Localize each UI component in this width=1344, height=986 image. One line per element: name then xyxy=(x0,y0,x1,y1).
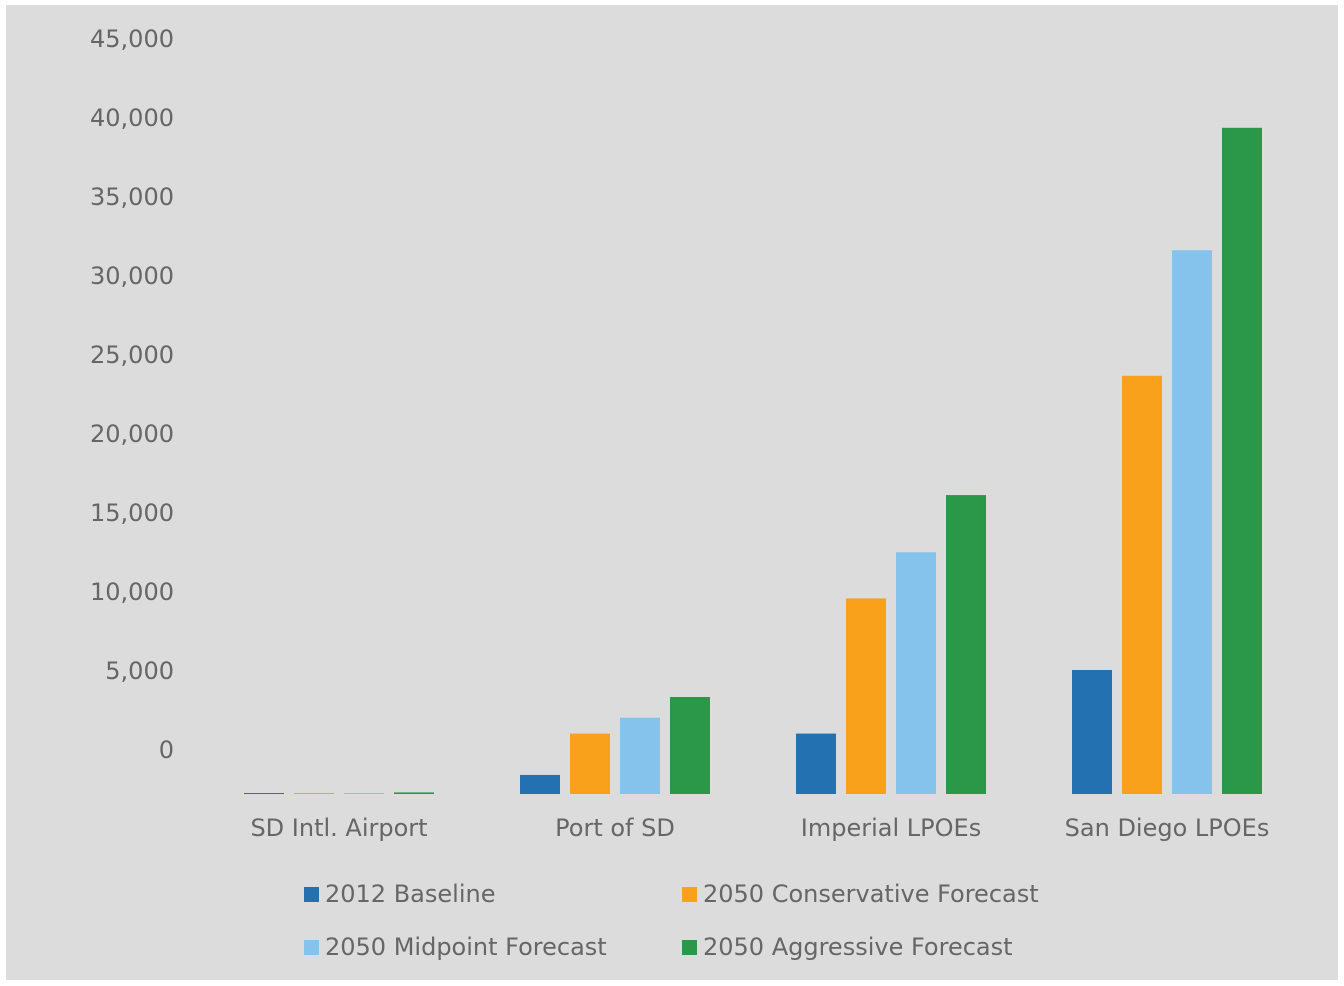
y-tick-label: 10,000 xyxy=(90,578,174,606)
y-tick-label: 15,000 xyxy=(90,499,174,527)
legend-swatch xyxy=(682,887,697,902)
bar xyxy=(846,598,886,794)
bar xyxy=(946,495,986,794)
legend-label: 2012 Baseline xyxy=(325,880,495,908)
legend-label: 2050 Midpoint Forecast xyxy=(325,933,607,961)
y-tick-label: 35,000 xyxy=(90,183,174,211)
bars xyxy=(244,127,1262,795)
bar xyxy=(394,792,434,794)
category-label: Imperial LPOEs xyxy=(801,814,981,842)
chart-panel: 45,000 40,000 35,000 30,000 25,000 20,000 15,0… xyxy=(6,5,1338,980)
y-tick-label: 20,000 xyxy=(90,420,174,448)
y-tick-label: 25,000 xyxy=(90,341,174,369)
bar xyxy=(244,793,284,794)
bar xyxy=(896,552,936,794)
bar-chart: 45,000 40,000 35,000 30,000 25,000 20,000 15,0… xyxy=(90,25,1269,961)
legend-swatch xyxy=(682,940,697,955)
bar xyxy=(344,793,384,794)
bar xyxy=(520,774,560,794)
bar xyxy=(294,793,334,794)
bar xyxy=(796,733,836,794)
category-label: SD Intl. Airport xyxy=(250,814,427,842)
category-labels: SD Intl. Airport Port of SD Imperial LPOEs… xyxy=(250,814,1269,842)
category-label: Port of SD xyxy=(555,814,675,842)
y-tick-label: 5,000 xyxy=(105,657,174,685)
legend-swatch xyxy=(304,940,319,955)
y-axis-ticks: 45,000 40,000 35,000 30,000 25,000 20,000 15,0… xyxy=(90,25,174,764)
y-tick-label: 0 xyxy=(159,736,174,764)
bar xyxy=(1072,669,1112,794)
bar xyxy=(1122,375,1162,794)
legend: 2012 Baseline 2050 Conservative Forecast 2… xyxy=(304,880,1039,961)
legend-swatch xyxy=(304,887,319,902)
bar xyxy=(670,697,710,794)
y-tick-label: 30,000 xyxy=(90,262,174,290)
bar xyxy=(620,717,660,794)
bar xyxy=(1222,127,1262,795)
bar xyxy=(1172,250,1212,795)
category-label: San Diego LPOEs xyxy=(1065,814,1270,842)
bar xyxy=(570,733,610,794)
y-tick-label: 40,000 xyxy=(90,104,174,132)
y-tick-label: 45,000 xyxy=(90,25,174,53)
legend-label: 2050 Conservative Forecast xyxy=(703,880,1039,908)
legend-label: 2050 Aggressive Forecast xyxy=(703,933,1013,961)
